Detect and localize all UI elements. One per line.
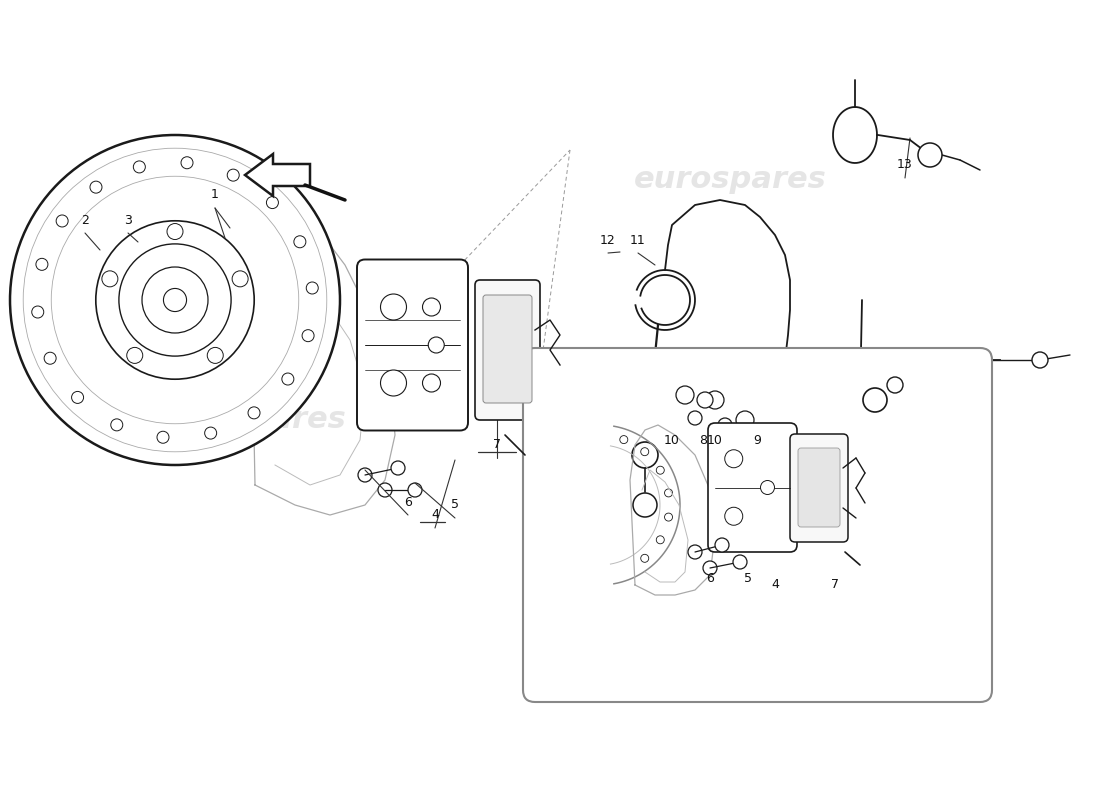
- Circle shape: [266, 197, 278, 209]
- Circle shape: [428, 337, 444, 353]
- FancyBboxPatch shape: [798, 448, 840, 527]
- Text: 5: 5: [451, 498, 459, 511]
- Text: 7: 7: [830, 578, 839, 591]
- Circle shape: [378, 483, 392, 497]
- Circle shape: [248, 407, 260, 419]
- Text: eurospares: eurospares: [634, 166, 826, 194]
- Text: 6: 6: [706, 571, 714, 585]
- Circle shape: [1032, 352, 1048, 368]
- Circle shape: [733, 555, 747, 569]
- Circle shape: [96, 221, 254, 379]
- Text: 8: 8: [698, 434, 707, 446]
- Text: eurospares: eurospares: [154, 406, 346, 434]
- Circle shape: [664, 489, 672, 497]
- Text: 2: 2: [81, 214, 89, 226]
- Circle shape: [167, 223, 183, 239]
- Circle shape: [422, 374, 440, 392]
- Circle shape: [56, 215, 68, 227]
- Circle shape: [111, 419, 123, 431]
- Circle shape: [10, 135, 340, 465]
- FancyBboxPatch shape: [483, 295, 532, 403]
- Circle shape: [619, 435, 628, 443]
- Circle shape: [632, 493, 657, 517]
- Text: 9: 9: [754, 434, 761, 446]
- Circle shape: [52, 176, 299, 424]
- Circle shape: [207, 347, 223, 363]
- Text: 5: 5: [744, 571, 752, 585]
- Circle shape: [390, 461, 405, 475]
- Circle shape: [72, 391, 84, 403]
- Circle shape: [688, 545, 702, 559]
- Circle shape: [358, 468, 372, 482]
- Circle shape: [657, 466, 664, 474]
- Circle shape: [205, 427, 217, 439]
- Circle shape: [725, 507, 742, 526]
- Circle shape: [306, 282, 318, 294]
- Circle shape: [657, 536, 664, 544]
- Text: 11: 11: [630, 234, 646, 246]
- Circle shape: [142, 267, 208, 333]
- Text: 12: 12: [601, 234, 616, 246]
- FancyBboxPatch shape: [522, 348, 992, 702]
- Circle shape: [725, 450, 742, 468]
- Circle shape: [422, 298, 440, 316]
- Circle shape: [126, 347, 143, 363]
- Circle shape: [23, 148, 327, 452]
- Circle shape: [736, 411, 754, 429]
- Circle shape: [918, 143, 942, 167]
- Circle shape: [408, 483, 422, 497]
- Circle shape: [102, 271, 118, 287]
- Circle shape: [640, 448, 649, 456]
- Circle shape: [282, 373, 294, 385]
- Circle shape: [228, 169, 239, 181]
- Circle shape: [157, 431, 169, 443]
- Circle shape: [294, 236, 306, 248]
- Text: 13: 13: [898, 158, 913, 171]
- Text: 10: 10: [707, 434, 723, 446]
- Circle shape: [133, 161, 145, 173]
- Circle shape: [90, 181, 102, 193]
- Circle shape: [688, 411, 702, 425]
- Circle shape: [640, 554, 649, 562]
- FancyBboxPatch shape: [475, 280, 540, 420]
- Text: 3: 3: [124, 214, 132, 226]
- FancyBboxPatch shape: [358, 259, 468, 430]
- Circle shape: [664, 513, 672, 521]
- Text: 4: 4: [771, 578, 779, 591]
- Circle shape: [44, 352, 56, 364]
- Text: 10: 10: [664, 434, 680, 446]
- Circle shape: [706, 391, 724, 409]
- Circle shape: [718, 418, 732, 432]
- Circle shape: [182, 157, 192, 169]
- Circle shape: [381, 294, 407, 320]
- Text: 6: 6: [404, 495, 411, 509]
- Circle shape: [632, 442, 658, 468]
- Text: 7: 7: [493, 438, 500, 451]
- Circle shape: [119, 244, 231, 356]
- Circle shape: [232, 271, 249, 287]
- Circle shape: [381, 370, 407, 396]
- Circle shape: [32, 306, 44, 318]
- Circle shape: [760, 481, 774, 494]
- Circle shape: [970, 350, 990, 370]
- Circle shape: [864, 388, 887, 412]
- Circle shape: [676, 386, 694, 404]
- Circle shape: [703, 561, 717, 575]
- Text: 4: 4: [431, 509, 439, 522]
- Circle shape: [164, 289, 187, 311]
- Circle shape: [697, 392, 713, 408]
- Circle shape: [36, 258, 48, 270]
- Circle shape: [715, 538, 729, 552]
- Text: 1: 1: [211, 189, 219, 202]
- FancyArrow shape: [245, 154, 310, 196]
- FancyBboxPatch shape: [708, 423, 797, 552]
- Text: eurospares: eurospares: [634, 406, 826, 434]
- Circle shape: [887, 377, 903, 393]
- FancyBboxPatch shape: [790, 434, 848, 542]
- Circle shape: [302, 330, 315, 342]
